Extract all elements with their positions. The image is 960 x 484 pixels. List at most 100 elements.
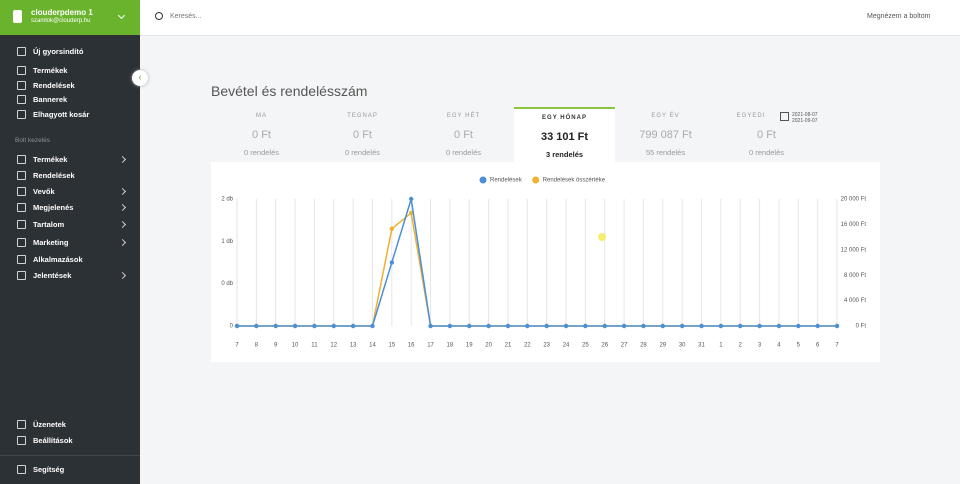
- data-point: [738, 323, 743, 329]
- menu-item[interactable]: Rendelések: [0, 78, 140, 92]
- tab-amount: 33 101 Ft: [540, 131, 589, 143]
- shop-link[interactable]: Megnézem a boltom: [867, 13, 931, 20]
- menu-item[interactable]: Elhagyott kosár: [0, 107, 140, 121]
- menu-item[interactable]: Vevők: [0, 184, 140, 198]
- x-tick-label: 28: [640, 343, 647, 349]
- menu-item[interactable]: Megjelenés: [0, 200, 140, 214]
- data-point: [583, 323, 588, 329]
- y-tick-label: 1 db: [221, 239, 233, 245]
- data-point: [718, 323, 724, 329]
- data-point: [505, 323, 511, 329]
- menu-icon: [17, 187, 26, 196]
- store-email: szamlok@clouderp.hu: [31, 18, 91, 24]
- x-tick-label: 6: [816, 343, 820, 349]
- calendar-icon[interactable]: [780, 112, 789, 121]
- store-header[interactable]: clouderpdemo 1 szamlok@clouderp.hu: [0, 0, 140, 35]
- x-tick-label: 11: [311, 343, 318, 349]
- search-input[interactable]: Keresés...: [170, 13, 202, 20]
- data-point: [408, 210, 414, 216]
- menu-icon: [17, 238, 26, 247]
- y2-tick-label: 0 Ft: [856, 324, 867, 330]
- x-tick-label: 7: [235, 343, 239, 349]
- tab[interactable]: EGY HÉT 0 Ft 0 rendelés: [413, 107, 514, 162]
- legend-label: Rendelések: [490, 178, 523, 184]
- section-title: Bevétel és rendelésszám: [211, 83, 368, 99]
- menu-label: Elhagyott kosár: [33, 109, 90, 119]
- menu-label: Marketing: [33, 238, 69, 247]
- tab[interactable]: EGY ÉV 799 087 Ft 55 rendelés: [615, 107, 716, 162]
- menu-item[interactable]: Termékek: [0, 63, 140, 77]
- menu-item[interactable]: Rendelések: [0, 168, 140, 182]
- data-point: [563, 323, 569, 329]
- y2-tick-label: 4 000 Ft: [844, 298, 866, 304]
- menu-item[interactable]: Segítség: [0, 462, 140, 476]
- menu-label: Termékek: [33, 155, 68, 164]
- submenu-icon: [118, 238, 127, 247]
- data-point: [408, 196, 414, 202]
- menu-label: Bannerek: [33, 95, 68, 104]
- x-tick-label: 21: [505, 343, 512, 349]
- menu-item[interactable]: Termékek: [0, 152, 140, 166]
- tab-amount: 0 Ft: [454, 129, 473, 141]
- menu-icon: [17, 255, 26, 264]
- data-point: [312, 323, 317, 329]
- menu-icon: [17, 66, 26, 75]
- menu-item[interactable]: Üzenetek: [0, 417, 140, 431]
- x-tick-label: 23: [543, 343, 550, 349]
- x-tick-label: 20: [485, 343, 492, 349]
- x-tick-label: 10: [292, 343, 299, 349]
- data-point: [273, 323, 278, 329]
- x-tick-label: 30: [679, 343, 686, 349]
- x-tick-label: 7: [835, 343, 839, 349]
- search-icon: [155, 12, 163, 20]
- data-point: [447, 323, 453, 329]
- menu-label: Tartalom: [33, 220, 65, 229]
- data-point: [544, 323, 549, 329]
- data-point: [370, 323, 375, 329]
- menu-item[interactable]: Új gyorsindító: [0, 44, 140, 58]
- collapse-button[interactable]: ‹: [132, 70, 148, 86]
- tab[interactable]: EGYEDI 0 Ft 0 rendelés 2021-08-07 2021-09-07: [716, 107, 818, 162]
- x-tick-label: 13: [350, 343, 357, 349]
- legend-label: Rendelések összértéke: [543, 178, 606, 184]
- tab[interactable]: TEGNAP 0 Ft 0 rendelés: [312, 107, 413, 162]
- x-tick-label: 31: [698, 343, 705, 349]
- menu-item[interactable]: Alkalmazások: [0, 252, 140, 266]
- tab-orders: 0 rendelés: [344, 148, 381, 157]
- chart: 0 0 db 1 db 2 db 0 Ft 4 000 Ft 8 000 Ft 12 000 …: [211, 162, 880, 362]
- data-point: [660, 323, 666, 329]
- tab-orders: 0 rendelés: [243, 148, 280, 157]
- tab-label: MA: [256, 113, 267, 119]
- tab-amount: 0 Ft: [757, 129, 776, 141]
- submenu-icon: [118, 203, 127, 212]
- x-tick-label: 27: [621, 343, 628, 349]
- x-tick-label: 9: [274, 343, 278, 349]
- x-tick-label: 3: [758, 343, 762, 349]
- menu-item[interactable]: Bannerek: [0, 92, 140, 106]
- tab[interactable]: MA 0 Ft 0 rendelés: [211, 107, 312, 162]
- menu-icon: [17, 271, 26, 280]
- data-point: [602, 323, 607, 329]
- data-point: [234, 323, 240, 329]
- legend-swatch: [532, 176, 540, 184]
- y2-tick-label: 8 000 Ft: [844, 273, 866, 279]
- menu-item[interactable]: Jelentések: [0, 268, 140, 282]
- tab-label: EGY HÓNAP: [542, 115, 587, 121]
- divider: [0, 455, 140, 456]
- data-point: [292, 323, 298, 329]
- tab-label: EGYEDI: [736, 113, 766, 119]
- data-point: [679, 323, 685, 329]
- menu-label: Vevők: [33, 187, 55, 196]
- data-point: [467, 323, 472, 329]
- tab-amount: 799 087 Ft: [639, 129, 692, 141]
- tab[interactable]: EGY HÓNAP 33 101 Ft 3 rendelés: [514, 107, 615, 162]
- menu-label: Jelentések: [33, 271, 72, 280]
- menu-item[interactable]: Beállítások: [0, 433, 140, 447]
- menu-item[interactable]: Marketing: [0, 235, 140, 249]
- series-line: [237, 198, 837, 327]
- topbar: Keresés... Megnézem a boltom: [140, 0, 960, 36]
- submenu-icon: [118, 220, 127, 229]
- data-point: [389, 260, 395, 265]
- logo: [13, 10, 22, 23]
- menu-item[interactable]: Tartalom: [0, 217, 140, 231]
